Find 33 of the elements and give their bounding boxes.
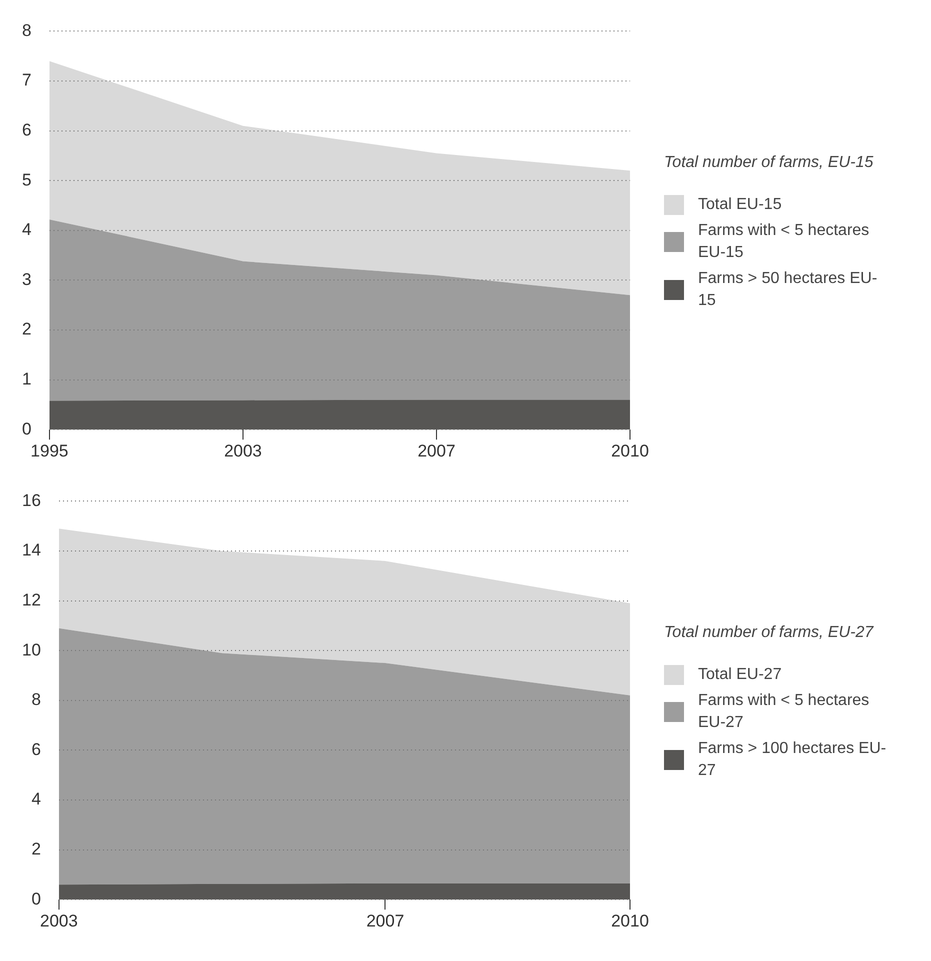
y-tick-label: 16 — [22, 490, 41, 510]
y-tick-label: 6 — [31, 739, 41, 758]
legend-title: Total number of farms, EU-15 — [664, 154, 874, 172]
y-tick-label: 0 — [22, 418, 32, 438]
y-tick-label: 7 — [22, 70, 32, 90]
x-tick-label: 2010 — [611, 440, 649, 460]
y-tick-label: 3 — [22, 269, 32, 288]
y-tick-label: 8 — [22, 20, 32, 40]
legend-label: Farms > 100 hectares EU-27 — [698, 739, 888, 781]
y-tick-label: 12 — [22, 590, 41, 609]
y-tick-label: 6 — [22, 120, 32, 139]
x-tick-label: 2003 — [224, 440, 262, 460]
y-tick-label: 4 — [31, 789, 41, 808]
legend-label: Farms with < 5 hectares EU-27 — [698, 691, 870, 733]
x-tick-label: 1995 — [30, 440, 68, 460]
legend-label: Total EU-15 — [698, 195, 783, 215]
x-tick-label: 2007 — [418, 440, 456, 460]
y-tick-label: 2 — [22, 319, 32, 338]
x-tick-label: 2007 — [366, 910, 404, 930]
y-tick-label: 4 — [22, 220, 32, 239]
y-tick-label: 10 — [22, 640, 41, 659]
legend-title: Total number of farms, EU-27 — [664, 624, 875, 642]
y-tick-label: 14 — [22, 540, 41, 560]
legend-label: Total EU-27 — [698, 665, 783, 685]
legend-label: Farms > 50 hectares EU-15 — [698, 269, 878, 311]
y-tick-label: 5 — [22, 170, 32, 189]
y-tick-label: 0 — [31, 888, 41, 908]
y-tick-label: 2 — [31, 838, 41, 858]
y-tick-label: 8 — [31, 690, 41, 709]
y-tick-label: 1 — [22, 368, 32, 388]
x-tick-label: 2003 — [40, 910, 78, 930]
x-tick-label: 2010 — [611, 910, 649, 930]
legend-label: Farms with < 5 hectares EU-15 — [698, 221, 870, 263]
